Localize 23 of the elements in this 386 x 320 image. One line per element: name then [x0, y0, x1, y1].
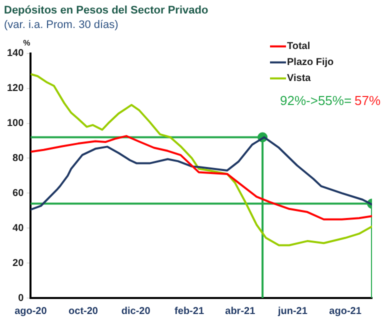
chart-title: Depósitos en Pesos del Sector Privado: [4, 4, 208, 17]
y-tick-label: 100: [6, 118, 24, 130]
chart-subtitle: (var. i.a. Prom. 30 días): [4, 18, 118, 31]
legend-label: Plazo Fijo: [287, 57, 334, 68]
y-axis-title: %: [23, 38, 30, 48]
x-tick-label: oct-20: [68, 306, 98, 317]
x-tick-label: jun-21: [276, 306, 308, 317]
x-tick-label: dic-20: [121, 306, 151, 317]
legend-label: Total: [287, 41, 310, 52]
x-tick-label: feb-21: [174, 306, 204, 317]
y-tick-label: 120: [6, 83, 24, 94]
annotation: 57%: [354, 92, 382, 108]
y-tick-label: 80: [12, 152, 24, 164]
y-tick-label: 60: [12, 188, 24, 199]
legend-label: Vista: [287, 73, 312, 84]
annotation: 92%->55%=: [280, 92, 352, 108]
y-tick-label: 140: [6, 48, 24, 60]
y-tick-label: 40: [12, 222, 24, 234]
x-tick-label: ago-20: [14, 306, 48, 317]
x-tick-label: ago-21: [329, 306, 362, 317]
x-tick-label: abr-21: [225, 306, 256, 317]
y-tick-label: 20: [12, 258, 24, 269]
y-tick-label: 0: [18, 292, 24, 304]
